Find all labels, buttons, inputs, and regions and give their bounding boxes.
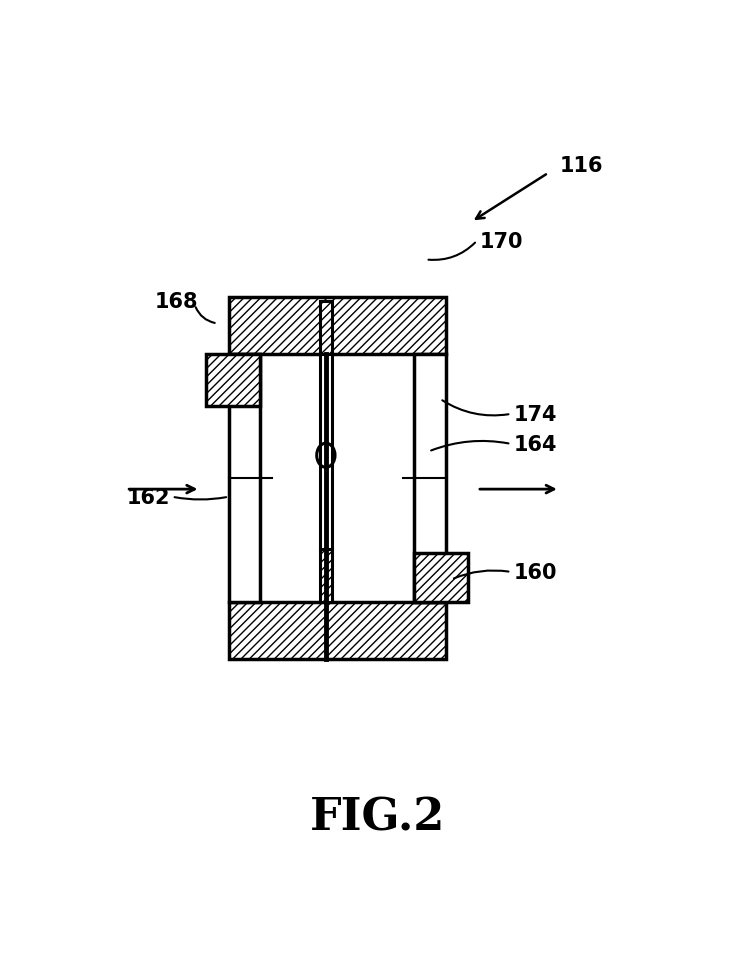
Bar [319, 302, 332, 355]
Bar [414, 355, 445, 603]
Text: 174: 174 [514, 404, 558, 424]
Bar [229, 355, 261, 603]
Bar [414, 554, 468, 603]
Bar [319, 550, 332, 603]
Text: 116: 116 [559, 156, 604, 176]
Text: 168: 168 [155, 291, 198, 312]
Bar [229, 603, 445, 658]
Bar [319, 355, 332, 550]
Bar [206, 355, 261, 406]
Text: 162: 162 [127, 488, 170, 507]
Text: 164: 164 [514, 435, 558, 454]
Text: 160: 160 [514, 563, 558, 582]
Text: FIG.2: FIG.2 [310, 795, 445, 838]
Text: 170: 170 [480, 232, 523, 251]
Bar [229, 298, 445, 355]
